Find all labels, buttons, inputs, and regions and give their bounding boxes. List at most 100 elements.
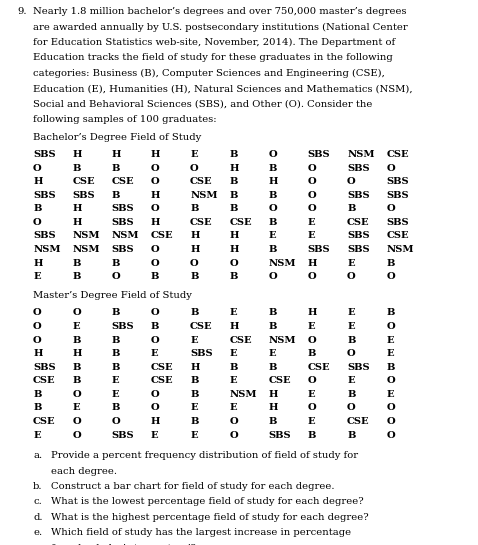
Text: SBS: SBS xyxy=(33,150,56,159)
Text: CSE: CSE xyxy=(151,362,174,372)
Text: O: O xyxy=(308,376,316,385)
Text: O: O xyxy=(386,376,395,385)
Text: E: E xyxy=(269,232,276,240)
Text: B: B xyxy=(347,336,356,344)
Text: CSE: CSE xyxy=(33,376,56,385)
Text: E: E xyxy=(151,431,159,440)
Text: SBS: SBS xyxy=(347,191,369,199)
Text: SBS: SBS xyxy=(33,191,56,199)
Text: H: H xyxy=(269,403,278,413)
Text: E: E xyxy=(190,431,198,440)
Text: Construct a bar chart for field of study for each degree.: Construct a bar chart for field of study… xyxy=(51,482,334,491)
Text: B: B xyxy=(111,258,120,268)
Text: O: O xyxy=(308,403,316,413)
Text: H: H xyxy=(111,150,121,159)
Text: O: O xyxy=(308,191,316,199)
Text: O: O xyxy=(269,204,277,213)
Text: O: O xyxy=(269,150,277,159)
Text: E: E xyxy=(308,232,315,240)
Text: CSE: CSE xyxy=(151,232,174,240)
Text: c.: c. xyxy=(33,498,42,506)
Text: NSM: NSM xyxy=(269,336,296,344)
Text: O: O xyxy=(269,272,277,281)
Text: B: B xyxy=(269,191,277,199)
Text: SBS: SBS xyxy=(308,150,330,159)
Text: O: O xyxy=(386,204,395,213)
Text: NSM: NSM xyxy=(190,191,217,199)
Text: O: O xyxy=(229,417,238,426)
Text: Education tracks the field of study for these graduates in the following: Education tracks the field of study for … xyxy=(33,53,393,62)
Text: E: E xyxy=(269,349,276,358)
Text: E: E xyxy=(33,431,41,440)
Text: E: E xyxy=(308,322,315,331)
Text: B: B xyxy=(190,308,198,317)
Text: B: B xyxy=(229,272,238,281)
Text: B: B xyxy=(386,362,395,372)
Text: E: E xyxy=(111,376,119,385)
Text: E: E xyxy=(347,258,355,268)
Text: E: E xyxy=(386,336,394,344)
Text: B: B xyxy=(72,362,81,372)
Text: SBS: SBS xyxy=(269,431,291,440)
Text: d.: d. xyxy=(33,513,43,522)
Text: SBS: SBS xyxy=(72,191,95,199)
Text: E: E xyxy=(308,218,315,227)
Text: a.: a. xyxy=(33,451,42,460)
Text: O: O xyxy=(151,177,160,186)
Text: Provide a percent frequency distribution of field of study for: Provide a percent frequency distribution… xyxy=(51,451,358,460)
Text: categories: Business (B), Computer Sciences and Engineering (CSE),: categories: Business (B), Computer Scien… xyxy=(33,69,385,78)
Text: E: E xyxy=(190,150,198,159)
Text: O: O xyxy=(151,164,160,173)
Text: H: H xyxy=(151,191,160,199)
Text: b.: b. xyxy=(33,482,43,491)
Text: B: B xyxy=(190,204,198,213)
Text: B: B xyxy=(111,191,120,199)
Text: O: O xyxy=(33,218,42,227)
Text: O: O xyxy=(308,336,316,344)
Text: B: B xyxy=(111,362,120,372)
Text: B: B xyxy=(72,258,81,268)
Text: O: O xyxy=(33,308,42,317)
Text: B: B xyxy=(229,204,238,213)
Text: B: B xyxy=(33,403,42,413)
Text: SBS: SBS xyxy=(386,191,409,199)
Text: H: H xyxy=(229,232,239,240)
Text: B: B xyxy=(190,376,198,385)
Text: E: E xyxy=(72,403,80,413)
Text: Master’s Degree Field of Study: Master’s Degree Field of Study xyxy=(33,292,192,300)
Text: CSE: CSE xyxy=(229,336,252,344)
Text: B: B xyxy=(269,322,277,331)
Text: NSM: NSM xyxy=(347,150,375,159)
Text: O: O xyxy=(72,308,81,317)
Text: Bachelor’s Degree Field of Study: Bachelor’s Degree Field of Study xyxy=(33,133,201,142)
Text: SBS: SBS xyxy=(386,218,409,227)
Text: O: O xyxy=(151,258,160,268)
Text: O: O xyxy=(151,308,160,317)
Text: H: H xyxy=(308,308,317,317)
Text: H: H xyxy=(72,150,82,159)
Text: CSE: CSE xyxy=(190,177,213,186)
Text: E: E xyxy=(229,376,237,385)
Text: H: H xyxy=(308,258,317,268)
Text: B: B xyxy=(190,272,198,281)
Text: Education (E), Humanities (H), Natural Sciences and Mathematics (NSM),: Education (E), Humanities (H), Natural S… xyxy=(33,84,413,93)
Text: E: E xyxy=(386,390,394,399)
Text: SBS: SBS xyxy=(308,245,330,254)
Text: E: E xyxy=(386,349,394,358)
Text: O: O xyxy=(308,177,316,186)
Text: B: B xyxy=(386,258,395,268)
Text: O: O xyxy=(386,431,395,440)
Text: E: E xyxy=(111,390,119,399)
Text: B: B xyxy=(308,431,316,440)
Text: SBS: SBS xyxy=(111,431,134,440)
Text: B: B xyxy=(72,272,81,281)
Text: E: E xyxy=(308,417,315,426)
Text: B: B xyxy=(190,390,198,399)
Text: O: O xyxy=(33,322,42,331)
Text: What is the lowest percentage field of study for each degree?: What is the lowest percentage field of s… xyxy=(51,498,363,506)
Text: B: B xyxy=(33,204,42,213)
Text: Social and Behavioral Sciences (SBS), and Other (O). Consider the: Social and Behavioral Sciences (SBS), an… xyxy=(33,100,372,108)
Text: NSM: NSM xyxy=(269,258,296,268)
Text: SBS: SBS xyxy=(347,362,369,372)
Text: SBS: SBS xyxy=(111,245,134,254)
